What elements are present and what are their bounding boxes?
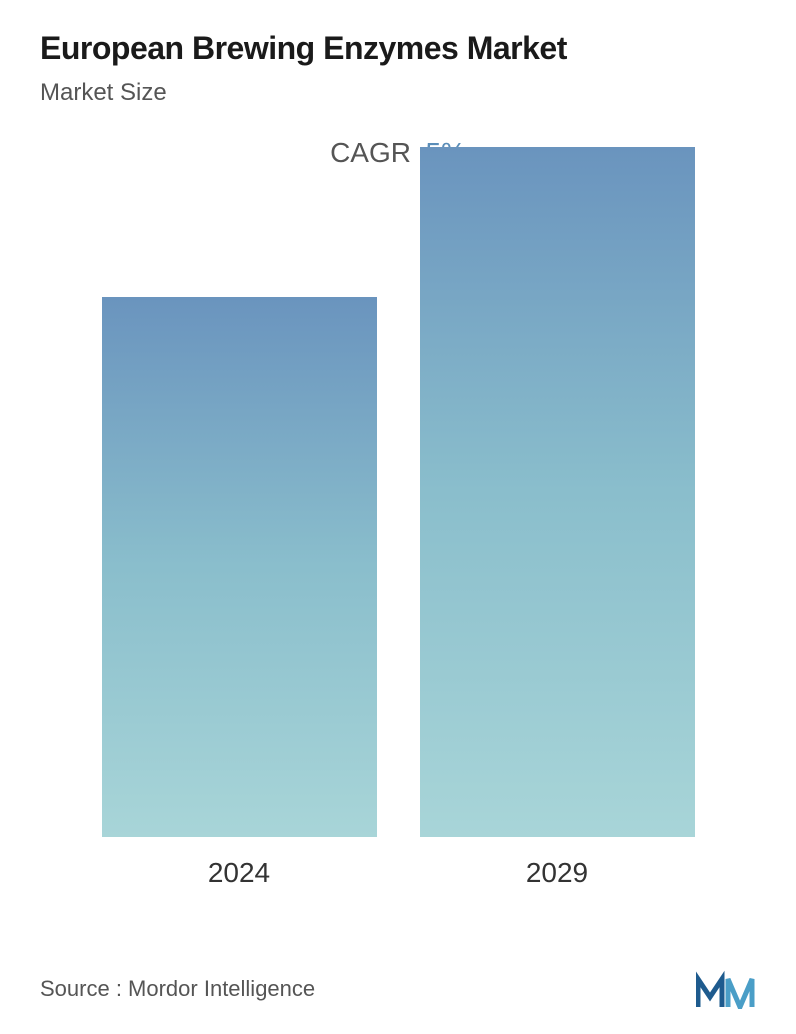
- bar-label-1: 2029: [526, 857, 588, 889]
- footer: Source : Mordor Intelligence: [40, 969, 756, 1009]
- bar-group-0: 2024: [102, 297, 377, 889]
- cagr-label: CAGR: [330, 137, 411, 168]
- bar-0: [102, 297, 377, 837]
- source-text: Source : Mordor Intelligence: [40, 976, 315, 1002]
- chart-title: European Brewing Enzymes Market: [40, 30, 756, 67]
- chart-subtitle: Market Size: [40, 79, 756, 107]
- mordor-logo-icon: [696, 969, 756, 1009]
- chart-area: 2024 2029: [40, 209, 756, 889]
- bar-label-0: 2024: [208, 857, 270, 889]
- bar-1: [420, 147, 695, 837]
- bar-group-1: 2029: [420, 147, 695, 889]
